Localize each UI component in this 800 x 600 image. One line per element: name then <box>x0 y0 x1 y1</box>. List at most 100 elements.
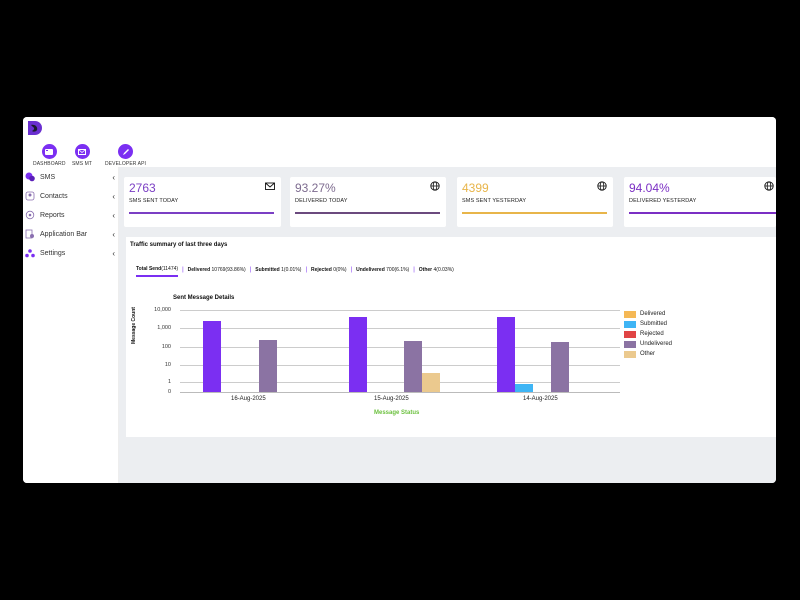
globe-icon <box>764 181 774 191</box>
legend-item-submitted[interactable]: Submitted <box>624 319 672 329</box>
sidebar: SMS ‹ Contacts ‹ Reports ‹ Application B… <box>23 167 119 483</box>
legend-swatch <box>624 340 636 348</box>
quick-link-label: DEVELOPER API <box>105 161 147 167</box>
tab-submitted[interactable]: Submitted 1(0.01%) <box>255 267 301 276</box>
tab-value: 10769(93.86%) <box>211 267 246 273</box>
legend-swatch <box>624 310 636 318</box>
bar-delivered-15-aug <box>349 317 367 392</box>
y-tick: 1,000 <box>157 325 171 331</box>
y-tick: 10 <box>164 362 171 368</box>
legend-label: Submitted <box>640 321 668 327</box>
envelope-icon <box>74 144 90 159</box>
tab-value: 700(6.1%) <box>386 267 410 273</box>
globe-icon <box>597 181 607 191</box>
contacts-icon <box>25 191 35 201</box>
sidebar-item-sms[interactable]: SMS ‹ <box>23 169 119 185</box>
bar-delivered-16-aug <box>203 321 221 392</box>
stat-caption: SMS SENT TODAY <box>129 198 179 204</box>
globe-icon <box>430 181 440 191</box>
reports-icon <box>25 210 35 220</box>
tab-total-send[interactable]: Total Send(11474) <box>136 266 179 277</box>
settings-icon <box>25 248 35 258</box>
x-tick: 16-Aug-2025 <box>231 396 266 402</box>
tab-separator: | <box>305 267 307 273</box>
sidebar-item-label: SMS <box>40 173 56 181</box>
bar-submitted-14-aug <box>515 384 533 392</box>
legend-label: Delivered <box>640 311 666 317</box>
tab-label: Rejected <box>311 267 332 273</box>
x-tick: 14-Aug-2025 <box>523 396 558 402</box>
tab-rejected[interactable]: Rejected 0(0%) <box>311 267 347 276</box>
legend-label: Rejected <box>640 331 664 337</box>
stat-card-delivered-today: 93.27% DELIVERED TODAY <box>290 177 446 227</box>
tab-value: 0(0%) <box>333 267 347 273</box>
panel-title: Traffic summary of last three days <box>130 242 228 248</box>
chevron-left-icon: ‹ <box>112 229 115 239</box>
stat-progress-bar <box>629 212 776 214</box>
legend-item-undelivered[interactable]: Undelivered <box>624 339 672 349</box>
chevron-left-icon: ‹ <box>112 248 115 258</box>
sidebar-item-label: Settings <box>40 249 66 257</box>
bar-undelivered-15-aug <box>404 341 422 392</box>
sidebar-item-reports[interactable]: Reports ‹ <box>23 207 119 223</box>
y-tick: 1 <box>167 379 171 385</box>
stat-value: 93.27% <box>295 181 336 195</box>
stat-card-delivered-yesterday: 94.04% DELIVERED YESTERDAY <box>624 177 776 227</box>
tab-separator: | <box>350 267 353 273</box>
chevron-left-icon: ‹ <box>112 210 115 220</box>
sidebar-item-label: Application Bar <box>40 230 88 238</box>
legend-label: Other <box>640 351 656 357</box>
quick-link-dashboard[interactable]: DASHBOARD <box>33 144 66 167</box>
chart-x-axis-label: Message Status <box>374 410 420 416</box>
legend-item-rejected[interactable]: Rejected <box>624 329 672 339</box>
quick-link-developer-api[interactable]: DEVELOPER API <box>105 144 146 167</box>
gridline <box>180 310 620 311</box>
quick-link-label: SMS MT <box>72 161 93 167</box>
tab-label: Delivered <box>187 267 211 273</box>
legend-swatch <box>624 320 636 328</box>
stat-value: 2763 <box>129 181 156 195</box>
y-tick: 100 <box>161 344 171 350</box>
app-window: DASHBOARD SMS MT DEVELOPER API SMS ‹ <box>23 117 776 483</box>
y-tick: 10,000 <box>154 307 171 313</box>
tab-value: (11474) <box>161 266 179 272</box>
chart-legend: Delivered Submitted Rejected Undelivered… <box>624 309 672 359</box>
stat-caption: DELIVERED TODAY <box>295 198 348 204</box>
tab-value: 4(0.03%) <box>433 267 454 273</box>
sidebar-item-application-bar[interactable]: Application Bar ‹ <box>23 226 119 242</box>
bar-other-15-aug <box>422 373 440 392</box>
tab-separator: | <box>182 267 184 273</box>
quick-link-sms-mt[interactable]: SMS MT <box>72 144 92 167</box>
stat-caption: DELIVERED YESTERDAY <box>629 198 697 204</box>
envelope-icon <box>265 182 275 190</box>
chevron-left-icon: ‹ <box>112 191 115 201</box>
application-icon <box>25 229 35 239</box>
sidebar-item-label: Reports <box>40 211 65 219</box>
tab-separator: | <box>413 267 415 273</box>
dashboard-icon <box>41 144 57 159</box>
tab-delivered[interactable]: Delivered 10769(93.86%) <box>188 267 246 276</box>
logo-icon[interactable] <box>27 120 43 136</box>
gridline <box>180 365 620 366</box>
tab-undelivered[interactable]: Undelivered 700(6.1%) <box>356 267 409 276</box>
stat-value: 4399 <box>462 181 489 195</box>
legend-item-other[interactable]: Other <box>624 349 672 359</box>
sidebar-item-label: Contacts <box>40 192 68 200</box>
stat-card-sms-sent-today: 2763 SMS SENT TODAY <box>124 177 281 227</box>
stat-progress-bar <box>295 212 440 214</box>
stat-progress-bar <box>462 212 607 214</box>
stat-card-sms-sent-yesterday: 4399 SMS SENT YESTERDAY <box>457 177 613 227</box>
y-tick: 0 <box>167 389 171 395</box>
legend-item-delivered[interactable]: Delivered <box>624 309 672 319</box>
bar-undelivered-14-aug <box>551 342 569 392</box>
chart-title: Sent Message Details <box>173 295 235 301</box>
stat-value: 94.04% <box>629 181 670 195</box>
traffic-tabs: Total Send(11474) | Delivered 10769(93.8… <box>136 266 454 277</box>
sidebar-item-settings[interactable]: Settings ‹ <box>23 245 119 261</box>
tab-value: 1(0.01%) <box>281 267 302 273</box>
pencil-icon <box>118 144 134 159</box>
stat-progress-bar <box>129 212 274 214</box>
quick-link-label: DASHBOARD <box>33 161 66 167</box>
sidebar-item-contacts[interactable]: Contacts ‹ <box>23 188 119 204</box>
tab-other[interactable]: Other 4(0.03%) <box>419 267 454 276</box>
